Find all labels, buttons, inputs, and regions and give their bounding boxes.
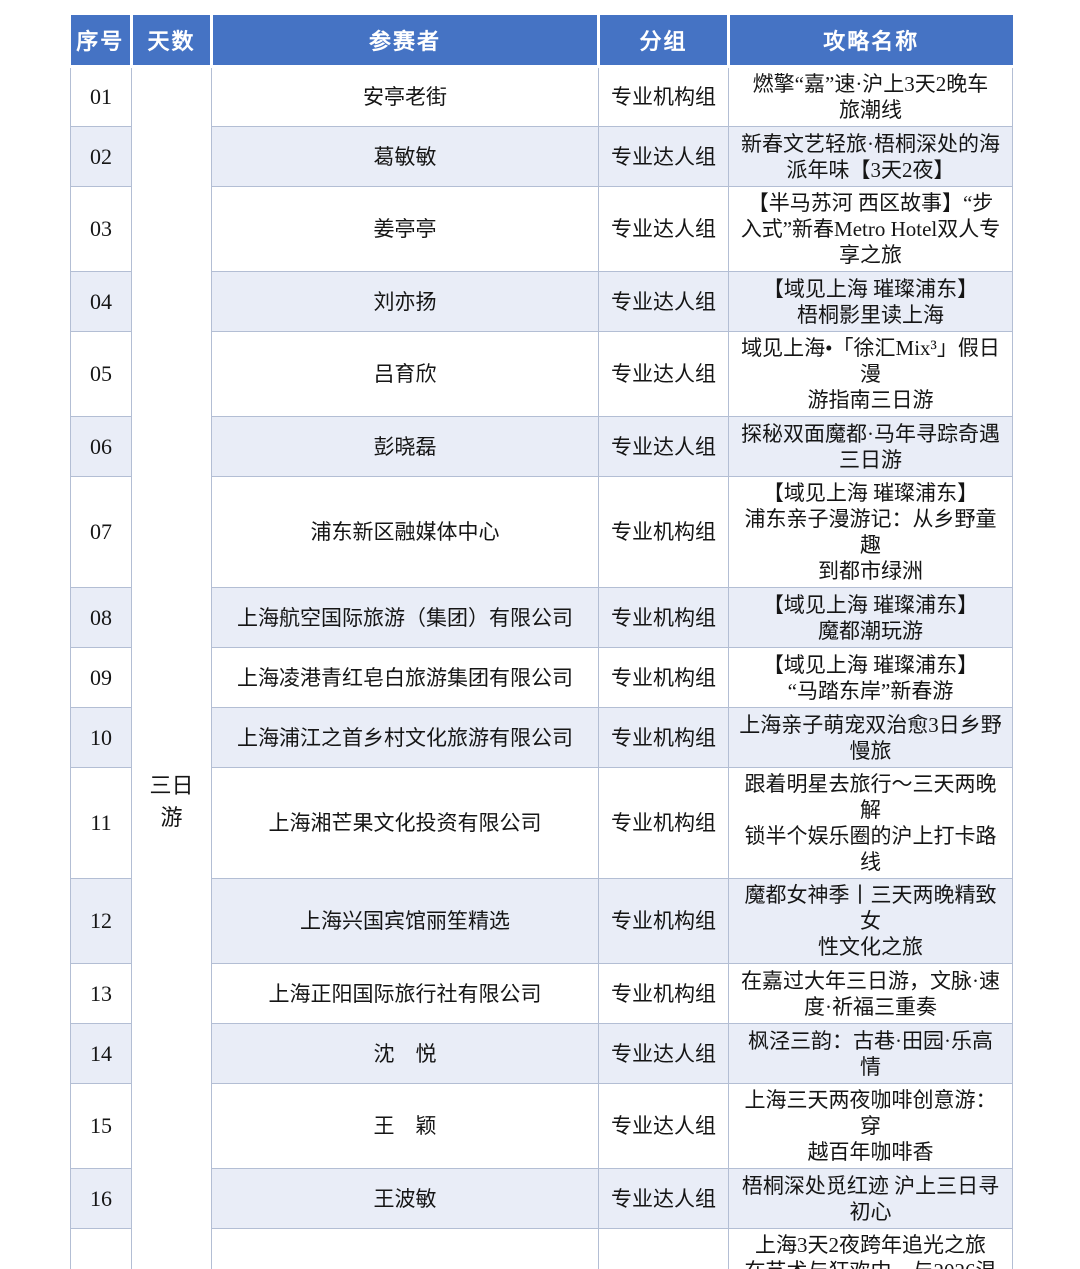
cell-participant: 安亭老街 — [212, 67, 599, 127]
table-row: 14 沈 悦 专业达人组 枫泾三韵：古巷·田园·乐高 情 — [71, 1024, 1013, 1084]
cell-no: 14 — [71, 1024, 132, 1084]
cell-group: 专业机构组 — [599, 1229, 729, 1269]
cell-participant: 上海航空国际旅游（集团）有限公司 — [212, 588, 599, 648]
table-row: 06 彭晓磊 专业达人组 探秘双面魔都·马年寻踪奇遇 三日游 — [71, 417, 1013, 477]
cell-group: 专业机构组 — [599, 648, 729, 708]
cell-participant: 上海浦江之首乡村文化旅游有限公司 — [212, 708, 599, 768]
cell-no: 01 — [71, 67, 132, 127]
cell-participant: 上海凌港青红皂白旅游集团有限公司 — [212, 648, 599, 708]
table-row: 17 西岸大剧院 专业机构组 上海3天2夜跨年追光之旅 在艺术与狂欢中，与202… — [71, 1229, 1013, 1269]
table-row: 04 刘亦扬 专业达人组 【域见上海 璀璨浦东】 梧桐影里读上海 — [71, 272, 1013, 332]
cell-group: 专业达人组 — [599, 417, 729, 477]
cell-participant: 浦东新区融媒体中心 — [212, 477, 599, 588]
cell-group: 专业达人组 — [599, 1169, 729, 1229]
header-row: 序号 天数 参赛者 分组 攻略名称 — [71, 15, 1013, 67]
cell-no: 16 — [71, 1169, 132, 1229]
cell-title: 上海3天2夜跨年追光之旅 在艺术与狂欢中，与2026温柔 相拥 — [729, 1229, 1013, 1269]
cell-title: 燃擎“嘉”速·沪上3天2晚车 旅潮线 — [729, 67, 1013, 127]
cell-participant: 刘亦扬 — [212, 272, 599, 332]
cell-group: 专业机构组 — [599, 768, 729, 879]
contest-table: 序号 天数 参赛者 分组 攻略名称 01 三日 游安亭老街 专业机构组 燃擎“嘉… — [70, 15, 1013, 1269]
table-row: 11 上海湘芒果文化投资有限公司 专业机构组 跟着明星去旅行～三天两晚解 锁半个… — [71, 768, 1013, 879]
cell-group: 专业达人组 — [599, 332, 729, 417]
cell-group: 专业机构组 — [599, 964, 729, 1024]
cell-no: 09 — [71, 648, 132, 708]
cell-title: 探秘双面魔都·马年寻踪奇遇 三日游 — [729, 417, 1013, 477]
table-row: 13 上海正阳国际旅行社有限公司 专业机构组 在嘉过大年三日游，文脉·速 度·祈… — [71, 964, 1013, 1024]
table-row: 03 姜亭亭 专业达人组 【半马苏河 西区故事】“步 入式”新春Metro Ho… — [71, 187, 1013, 272]
col-header-no: 序号 — [71, 15, 132, 67]
cell-title: 魔都女神季丨三天两晚精致女 性文化之旅 — [729, 879, 1013, 964]
cell-participant: 西岸大剧院 — [212, 1229, 599, 1269]
cell-title: 梧桐深处觅红迹 沪上三日寻 初心 — [729, 1169, 1013, 1229]
cell-no: 10 — [71, 708, 132, 768]
cell-participant: 葛敏敏 — [212, 127, 599, 187]
cell-no: 08 — [71, 588, 132, 648]
table-row: 12 上海兴国宾馆丽笙精选 专业机构组 魔都女神季丨三天两晚精致女 性文化之旅 — [71, 879, 1013, 964]
table-row: 08 上海航空国际旅游（集团）有限公司 专业机构组 【域见上海 璀璨浦东】 魔都… — [71, 588, 1013, 648]
cell-title: 在嘉过大年三日游，文脉·速 度·祈福三重奏 — [729, 964, 1013, 1024]
cell-participant: 吕育欣 — [212, 332, 599, 417]
cell-no: 05 — [71, 332, 132, 417]
col-header-participant: 参赛者 — [212, 15, 599, 67]
cell-title: 【域见上海 璀璨浦东】 魔都潮玩游 — [729, 588, 1013, 648]
table-row: 15 王 颖 专业达人组 上海三天两夜咖啡创意游：穿 越百年咖啡香 — [71, 1084, 1013, 1169]
cell-group: 专业达人组 — [599, 272, 729, 332]
cell-group: 专业达人组 — [599, 1084, 729, 1169]
cell-title: 上海亲子萌宠双治愈3日乡野 慢旅 — [729, 708, 1013, 768]
cell-group: 专业机构组 — [599, 477, 729, 588]
cell-no: 06 — [71, 417, 132, 477]
cell-title: 跟着明星去旅行～三天两晚解 锁半个娱乐圈的沪上打卡路线 — [729, 768, 1013, 879]
cell-participant: 姜亭亭 — [212, 187, 599, 272]
cell-no: 12 — [71, 879, 132, 964]
cell-title: 【半马苏河 西区故事】“步 入式”新春Metro Hotel双人专 享之旅 — [729, 187, 1013, 272]
cell-days: 三日 游 — [132, 67, 212, 1269]
cell-group: 专业机构组 — [599, 588, 729, 648]
cell-participant: 王波敏 — [212, 1169, 599, 1229]
col-header-days: 天数 — [132, 15, 212, 67]
cell-title: 【域见上海 璀璨浦东】 浦东亲子漫游记：从乡野童趣 到都市绿洲 — [729, 477, 1013, 588]
table-row: 16 王波敏 专业达人组 梧桐深处觅红迹 沪上三日寻 初心 — [71, 1169, 1013, 1229]
cell-participant: 沈 悦 — [212, 1024, 599, 1084]
table-row: 10 上海浦江之首乡村文化旅游有限公司 专业机构组 上海亲子萌宠双治愈3日乡野 … — [71, 708, 1013, 768]
cell-title: 【域见上海 璀璨浦东】 “马踏东岸”新春游 — [729, 648, 1013, 708]
cell-participant: 上海正阳国际旅行社有限公司 — [212, 964, 599, 1024]
cell-group: 专业达人组 — [599, 127, 729, 187]
cell-group: 专业机构组 — [599, 67, 729, 127]
cell-title: 枫泾三韵：古巷·田园·乐高 情 — [729, 1024, 1013, 1084]
cell-no: 02 — [71, 127, 132, 187]
cell-group: 专业机构组 — [599, 879, 729, 964]
cell-no: 04 — [71, 272, 132, 332]
cell-no: 11 — [71, 768, 132, 879]
cell-participant: 上海湘芒果文化投资有限公司 — [212, 768, 599, 879]
cell-no: 15 — [71, 1084, 132, 1169]
col-header-group: 分组 — [599, 15, 729, 67]
table-row: 09 上海凌港青红皂白旅游集团有限公司 专业机构组 【域见上海 璀璨浦东】 “马… — [71, 648, 1013, 708]
cell-no: 13 — [71, 964, 132, 1024]
table-row: 07 浦东新区融媒体中心 专业机构组 【域见上海 璀璨浦东】 浦东亲子漫游记：从… — [71, 477, 1013, 588]
page: 序号 天数 参赛者 分组 攻略名称 01 三日 游安亭老街 专业机构组 燃擎“嘉… — [0, 0, 1080, 1269]
cell-participant: 上海兴国宾馆丽笙精选 — [212, 879, 599, 964]
cell-group: 专业达人组 — [599, 187, 729, 272]
table-row: 02 葛敏敏 专业达人组 新春文艺轻旅·梧桐深处的海 派年味【3天2夜】 — [71, 127, 1013, 187]
cell-no: 17 — [71, 1229, 132, 1269]
table-row: 01 三日 游安亭老街 专业机构组 燃擎“嘉”速·沪上3天2晚车 旅潮线 — [71, 67, 1013, 127]
cell-title: 上海三天两夜咖啡创意游：穿 越百年咖啡香 — [729, 1084, 1013, 1169]
cell-participant: 彭晓磊 — [212, 417, 599, 477]
cell-participant: 王 颖 — [212, 1084, 599, 1169]
table-row: 05 吕育欣 专业达人组 域见上海•「徐汇Mix³」假日漫 游指南三日游 — [71, 332, 1013, 417]
cell-title: 新春文艺轻旅·梧桐深处的海 派年味【3天2夜】 — [729, 127, 1013, 187]
cell-group: 专业达人组 — [599, 1024, 729, 1084]
cell-title: 域见上海•「徐汇Mix³」假日漫 游指南三日游 — [729, 332, 1013, 417]
cell-no: 03 — [71, 187, 132, 272]
cell-group: 专业机构组 — [599, 708, 729, 768]
col-header-title: 攻略名称 — [729, 15, 1013, 67]
cell-title: 【域见上海 璀璨浦东】 梧桐影里读上海 — [729, 272, 1013, 332]
cell-no: 07 — [71, 477, 132, 588]
